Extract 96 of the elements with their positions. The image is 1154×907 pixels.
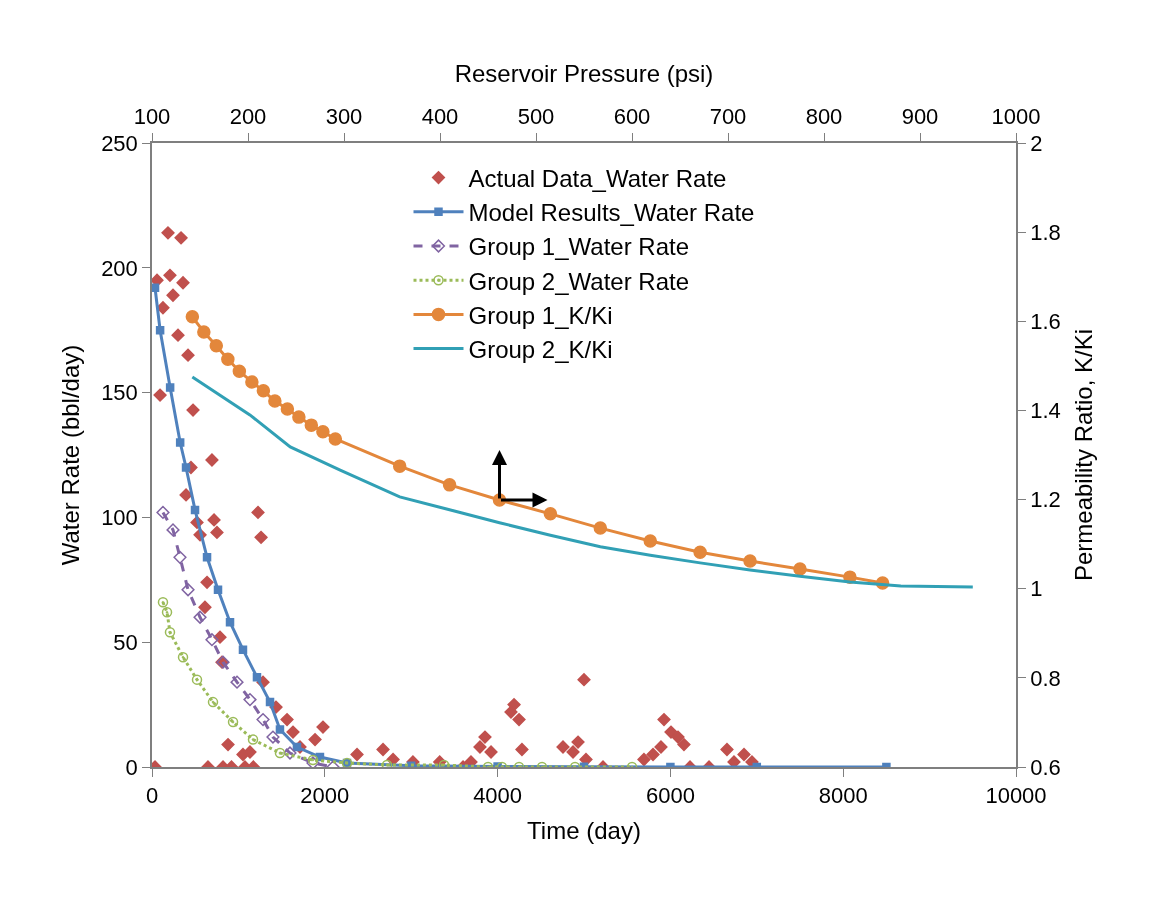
point <box>165 383 175 392</box>
y-tick-label: 0 <box>125 754 138 780</box>
y-tick-label: 200 <box>101 255 138 281</box>
legend-label: Group 2_Water Rate <box>468 267 690 295</box>
point <box>175 438 185 447</box>
point <box>442 478 457 492</box>
point <box>256 712 270 727</box>
point <box>164 626 176 638</box>
point <box>209 339 224 353</box>
point <box>274 747 286 759</box>
legend-label: Model Results_Water Rate <box>468 199 755 227</box>
point <box>190 505 200 515</box>
x2-tick-label: 200 <box>229 104 267 130</box>
legend-label: Actual Data_Water Rate <box>468 164 727 192</box>
point <box>243 693 257 707</box>
x2-axis-title: Reservoir Pressure (psi) <box>454 60 714 88</box>
y2-tick-label: 1.2 <box>1030 487 1061 513</box>
y-tick-label: 50 <box>113 629 138 655</box>
point <box>292 742 302 752</box>
point <box>643 534 658 548</box>
point <box>202 553 212 562</box>
y2-tick-label: 0.6 <box>1030 754 1061 780</box>
y2-tick-label: 1.4 <box>1030 398 1061 424</box>
line-series <box>190 375 975 589</box>
point <box>191 674 203 685</box>
point <box>283 746 297 760</box>
point <box>205 633 219 647</box>
y2-axis-title: Permeability Ratio, K/Ki <box>1069 328 1097 582</box>
point <box>185 310 200 324</box>
point <box>173 550 187 564</box>
point <box>392 459 407 473</box>
point <box>266 730 280 744</box>
point <box>316 425 330 439</box>
y-tick-label: 250 <box>101 130 138 156</box>
x2-tick-label: 500 <box>517 104 555 130</box>
x-tick-label: 8000 <box>818 783 868 809</box>
point <box>245 375 259 389</box>
point <box>543 507 558 521</box>
y2-tick-label: 1.8 <box>1030 219 1061 245</box>
point <box>292 410 306 424</box>
point <box>181 463 191 472</box>
legend-label: Group 1_Water Rate <box>468 233 690 261</box>
x2-tick-label: 400 <box>421 104 459 130</box>
point <box>156 505 170 520</box>
y-tick-label: 100 <box>101 505 138 531</box>
point <box>693 545 707 559</box>
y2-tick-label: 2 <box>1030 130 1043 156</box>
y2-tick-label: 1.6 <box>1030 308 1061 334</box>
point <box>207 696 219 708</box>
point <box>181 583 195 597</box>
x-tick-label: 6000 <box>645 783 695 809</box>
x-axis-title: Time (day) <box>527 816 641 844</box>
point <box>304 418 319 432</box>
point <box>328 432 343 446</box>
point <box>743 554 757 568</box>
point <box>166 523 180 537</box>
point <box>152 283 160 293</box>
point <box>155 325 165 335</box>
y2-tick-label: 1 <box>1030 576 1043 602</box>
x2-tick-label: 1000 <box>991 104 1041 130</box>
x2-tick-label: 900 <box>901 104 939 130</box>
point <box>268 394 282 408</box>
point <box>225 617 235 627</box>
point <box>177 651 189 663</box>
legend-label: Group 1_K/Ki <box>468 301 613 329</box>
x2-tick-label: 100 <box>133 104 171 130</box>
point <box>252 672 262 682</box>
x-tick-label: 0 <box>145 783 159 809</box>
x2-tick-label: 600 <box>613 104 651 130</box>
point <box>221 352 235 366</box>
point <box>256 384 271 398</box>
y-axis-title: Water Rate (bbl/day) <box>56 344 84 566</box>
point <box>157 597 169 608</box>
point <box>275 725 285 734</box>
legend-label: Group 2_K/Ki <box>468 335 613 363</box>
x2-tick-label: 800 <box>805 104 843 130</box>
y2-tick-label: 0.8 <box>1030 665 1061 691</box>
x-tick-label: 4000 <box>473 783 523 809</box>
x2-tick-label: 700 <box>709 104 747 130</box>
point <box>593 521 608 535</box>
point <box>213 585 223 595</box>
point <box>232 364 247 378</box>
x-tick-label: 2000 <box>300 783 350 809</box>
point <box>247 734 259 745</box>
point <box>227 716 239 728</box>
y-tick-label: 150 <box>101 380 138 406</box>
x2-tick-label: 300 <box>325 104 363 130</box>
point <box>280 402 295 416</box>
point <box>161 607 173 618</box>
point <box>238 645 248 654</box>
point <box>197 325 211 339</box>
point <box>793 562 807 576</box>
point <box>265 697 275 707</box>
point <box>230 675 244 689</box>
point <box>193 610 207 624</box>
x-tick-label: 10000 <box>985 783 1047 809</box>
